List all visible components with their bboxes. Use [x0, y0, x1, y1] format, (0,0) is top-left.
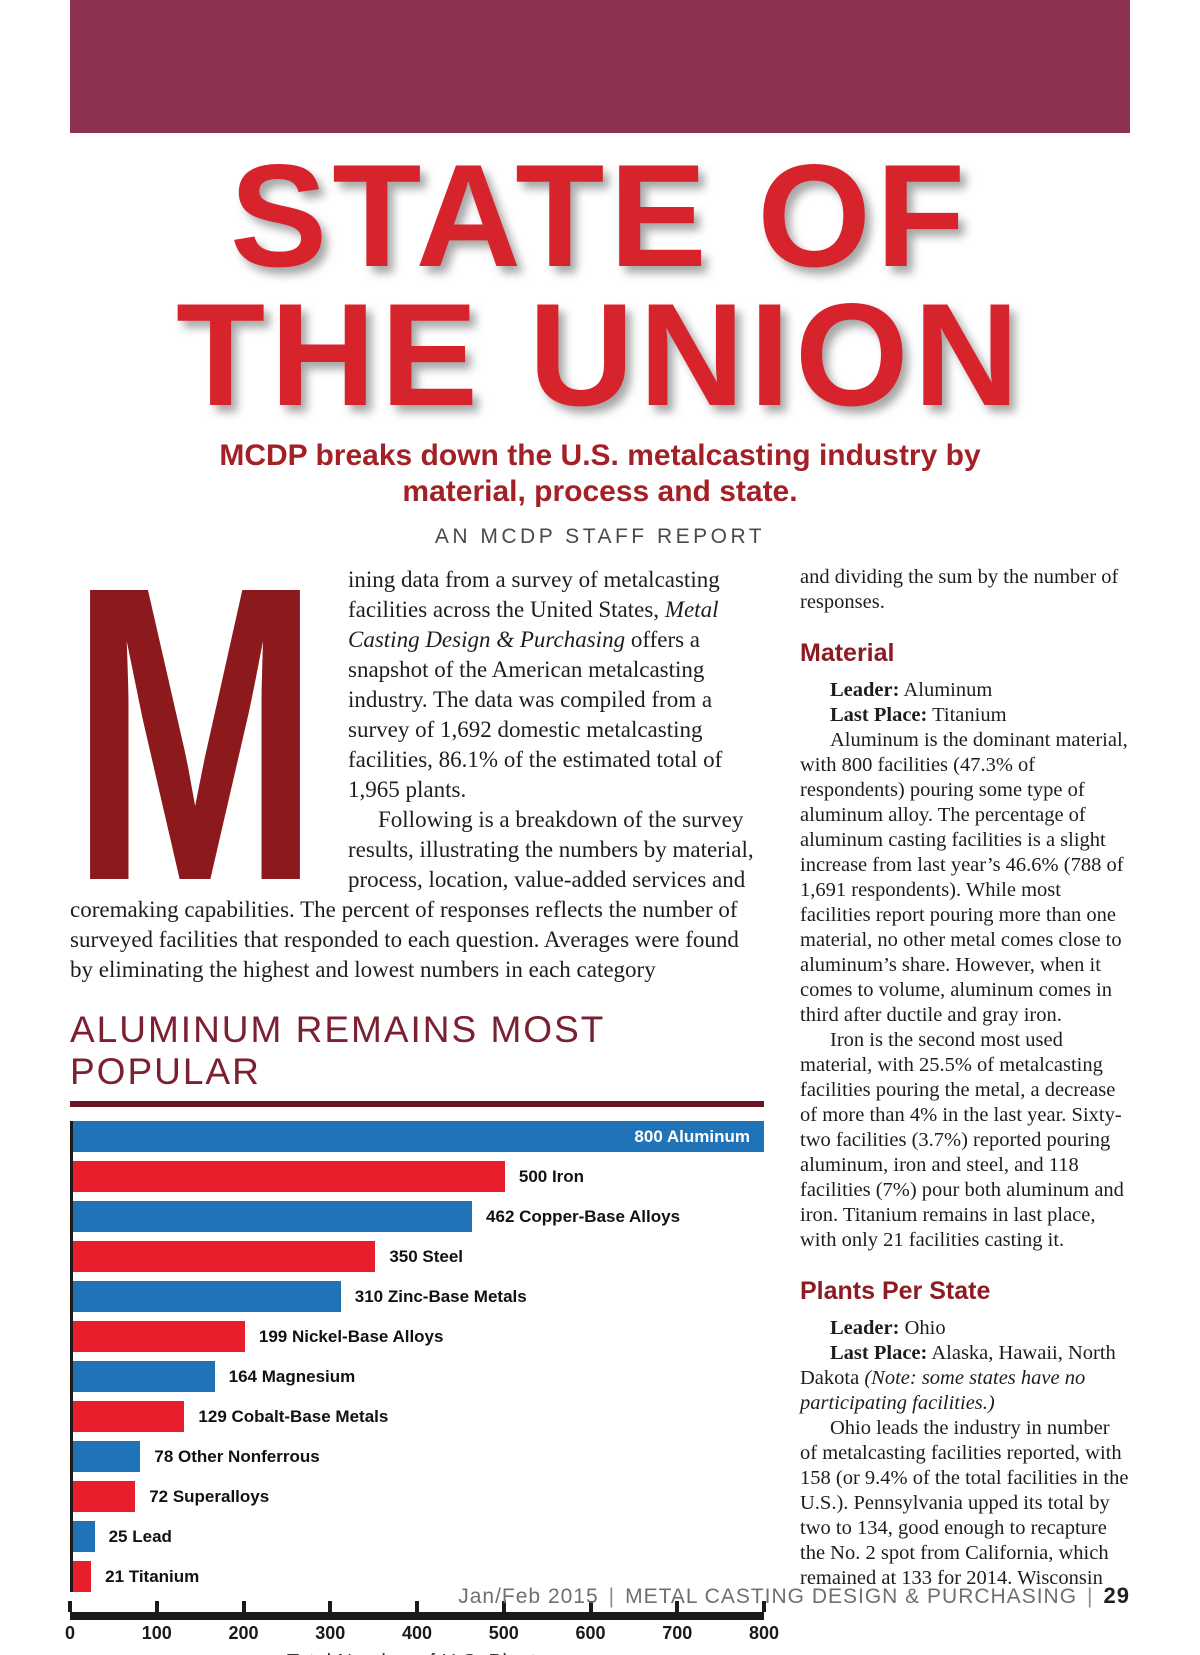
bar-label: 72 Superalloys — [149, 1486, 270, 1506]
bar-magnesium — [73, 1361, 215, 1393]
footer-separator: | — [1087, 1585, 1094, 1608]
bar-label: 350 Steel — [389, 1246, 464, 1266]
right-column: and dividing the sum by the number of re… — [800, 565, 1130, 1655]
bar-row: 25 Lead — [73, 1521, 764, 1553]
column-lead-paragraph: and dividing the sum by the number of re… — [800, 566, 1119, 614]
bar-chart-bars: 800 Aluminum 500 Iron 462 Copper-Base Allo… — [70, 1121, 764, 1593]
bar-row: 310 Zinc-Base Metals — [73, 1281, 764, 1313]
plants-leader: Leader: Ohio — [830, 1317, 946, 1340]
tick-mark — [675, 1601, 680, 1613]
footer-issue: Jan/Feb 2015 — [458, 1585, 599, 1608]
tick-label: 200 — [228, 1623, 259, 1644]
bar-nickel-base-alloys — [73, 1321, 245, 1353]
bar-row: 78 Other Nonferrous — [73, 1441, 764, 1473]
bar-label: 310 Zinc-Base Metals — [354, 1286, 527, 1306]
bar-zinc-base-metals — [73, 1281, 341, 1313]
tick-label: 100 — [141, 1623, 172, 1644]
bar-row: 199 Nickel-Base Alloys — [73, 1321, 764, 1353]
bar-lead — [73, 1521, 95, 1553]
bar-row: 800 Aluminum — [73, 1121, 764, 1153]
tick-mark — [68, 1601, 72, 1613]
bar-label: 21 Titanium — [105, 1566, 200, 1586]
tick-mark — [415, 1601, 419, 1613]
header-band — [70, 0, 1130, 133]
bar-row: 129 Cobalt-Base Metals — [73, 1401, 764, 1433]
tick-label: 500 — [488, 1623, 519, 1644]
article-body: M ining data from a survey of metalcasti… — [65, 565, 1130, 1655]
bar-superalloys — [73, 1481, 136, 1513]
x-axis-tick-labels: 0 100 200 300 400 500 600 700 800 — [65, 1620, 779, 1647]
bar-row: 462 Copper-Base Alloys — [73, 1201, 764, 1233]
bar-row: 21 Titanium — [73, 1561, 764, 1593]
tick-mark — [154, 1601, 159, 1613]
chart-title: ALUMINUM REMAINS MOST POPULAR — [70, 1009, 605, 1093]
x-axis-line — [70, 1612, 764, 1621]
article-title: STATE OF THE UNION — [70, 134, 1130, 436]
bar-steel — [73, 1241, 376, 1273]
section-heading-plants-per-state: Plants Per State — [800, 1277, 991, 1306]
material-leader: Leader: Aluminum — [830, 679, 993, 702]
section-heading-material: Material — [800, 639, 895, 668]
left-column: M ining data from a survey of metalcasti… — [65, 565, 779, 1655]
drop-cap: M — [70, 571, 320, 883]
bar-titanium — [73, 1561, 92, 1593]
bar-iron — [73, 1161, 505, 1193]
bar-row: 500 Iron — [73, 1161, 764, 1193]
tick-mark — [328, 1601, 333, 1613]
tick-label: 700 — [662, 1623, 693, 1644]
bar-other-nonferrous — [73, 1441, 141, 1473]
x-axis: 0 100 200 300 400 500 600 700 800 — [65, 1601, 779, 1647]
bar-label: 164 Magnesium — [228, 1366, 356, 1386]
bar-row: 72 Superalloys — [73, 1481, 764, 1513]
byline-kicker: AN MCDP STAFF REPORT — [434, 525, 766, 549]
tick-mark — [241, 1601, 246, 1613]
tick-mark — [762, 1601, 766, 1613]
bar-label: 199 Nickel-Base Alloys — [258, 1326, 444, 1346]
tick-label: 600 — [575, 1623, 606, 1644]
bar-label: 500 Iron — [518, 1166, 585, 1186]
bar-aluminum: 800 Aluminum — [73, 1121, 764, 1153]
plants-paragraph-1: Ohio leads the industry in number of met… — [800, 1417, 1129, 1590]
footer-page-number: 29 — [1103, 1583, 1130, 1608]
bar-label: 800 Aluminum — [634, 1126, 750, 1146]
chart-title-rule — [70, 1101, 764, 1108]
material-paragraph-1: Aluminum is the dominant material, with … — [800, 729, 1128, 1027]
article-subtitle: MCDP breaks down the U.S. metalcasting i… — [219, 439, 981, 508]
tick-mark — [588, 1601, 593, 1613]
footer-separator: | — [608, 1585, 616, 1608]
footer-magazine: METAL CASTING DESIGN & PURCHASING — [625, 1585, 1078, 1608]
intro-paragraph-2: Following is a breakdown of the survey r… — [70, 807, 754, 983]
plants-last-place: Last Place: Alaska, Hawaii, North Dakota… — [800, 1342, 1116, 1415]
page-footer: Jan/Feb 2015 | METAL CASTING DESIGN & PURC… — [458, 1583, 1130, 1609]
tick-label: 800 — [748, 1623, 780, 1644]
x-axis-title: Total Number of U.S. Plants — [70, 1651, 764, 1655]
bar-label: 462 Copper-Base Alloys — [486, 1206, 681, 1226]
tick-label: 300 — [315, 1623, 346, 1644]
bar-row: 350 Steel — [73, 1241, 764, 1273]
title-line-1: STATE OF — [229, 134, 971, 297]
bar-cobalt-base-metals — [73, 1401, 185, 1433]
bar-label: 25 Lead — [108, 1526, 172, 1546]
bar-row: 164 Magnesium — [73, 1361, 764, 1393]
x-axis-ticks — [68, 1601, 766, 1613]
tick-label: 400 — [401, 1623, 433, 1644]
material-paragraph-2: Iron is the second most used material, w… — [800, 1029, 1124, 1252]
intro-block: M ining data from a survey of metalcasti… — [70, 565, 764, 985]
material-last-place: Last Place: Titanium — [830, 704, 1007, 727]
svg-text:M: M — [70, 571, 320, 883]
bar-label: 78 Other Nonferrous — [154, 1446, 320, 1466]
intro-paragraph-1: ining data from a survey of metalcasting… — [348, 567, 723, 803]
bar-copper-base-alloys — [73, 1201, 473, 1233]
chart-section: ALUMINUM REMAINS MOST POPULAR 800 Alumin… — [65, 1009, 779, 1655]
title-line-2: THE UNION — [176, 272, 1024, 436]
bar-label: 129 Cobalt-Base Metals — [198, 1406, 389, 1426]
tick-mark — [501, 1601, 506, 1613]
tick-label: 0 — [64, 1623, 76, 1644]
